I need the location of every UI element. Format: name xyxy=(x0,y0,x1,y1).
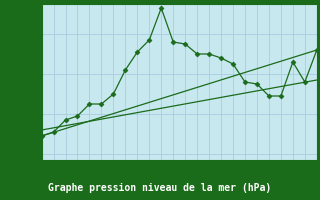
Text: Graphe pression niveau de la mer (hPa): Graphe pression niveau de la mer (hPa) xyxy=(48,183,272,193)
